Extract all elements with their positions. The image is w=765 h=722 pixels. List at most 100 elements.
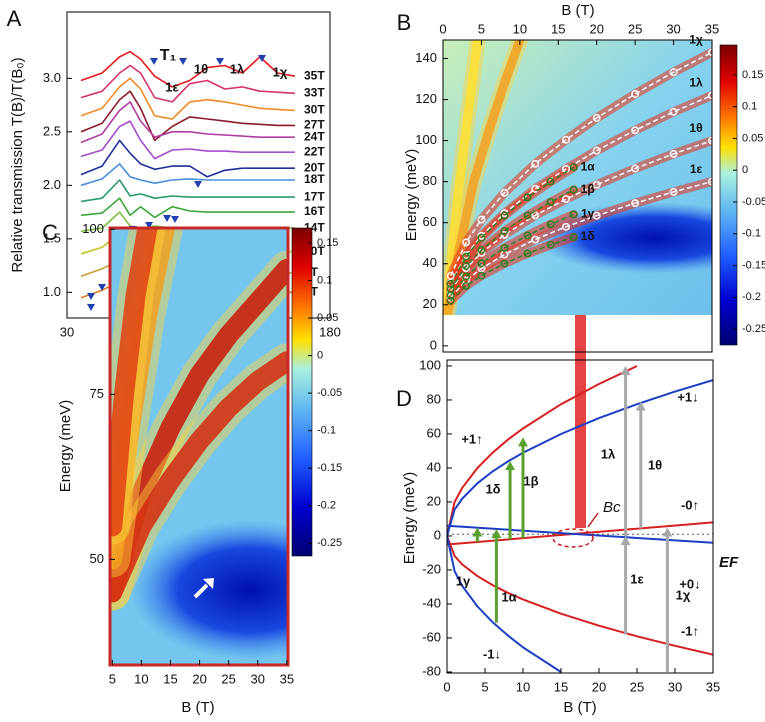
x-tick-label: 35 xyxy=(705,21,719,36)
y-tick-label: 20 xyxy=(427,493,441,508)
spectrum xyxy=(80,77,295,120)
series-label: 1δ xyxy=(581,229,595,243)
y-tick-label: 0 xyxy=(434,527,441,542)
data-point xyxy=(500,259,509,268)
crossing-marker xyxy=(552,528,594,548)
level-label: -0↑ xyxy=(681,497,699,512)
data-point xyxy=(523,231,532,240)
x-tick-label: 20 xyxy=(592,679,606,694)
y-tick-label: 75 xyxy=(90,386,104,401)
colorbar-tick-label: 0.05 xyxy=(742,132,763,144)
colorbar xyxy=(719,44,738,346)
colorbar-tick-label: -0.1 xyxy=(742,228,761,240)
y-tick-label: 0 xyxy=(430,337,437,352)
data-point xyxy=(669,107,678,116)
data-point xyxy=(446,271,455,280)
crossing-pointer xyxy=(587,512,599,528)
y-tick-label: 80 xyxy=(423,173,437,188)
x-tick-label: 15 xyxy=(554,679,568,694)
data-point xyxy=(477,215,486,224)
colorbar-tick-label: 0.1 xyxy=(317,274,332,286)
x-tick-label: 30 xyxy=(251,671,265,686)
y-tick-label: 2.0 xyxy=(43,177,61,192)
colorbar-tick-label: 0 xyxy=(742,164,748,176)
feature-marker xyxy=(258,55,266,62)
feature-marker xyxy=(194,181,202,188)
data-point xyxy=(477,259,486,268)
annotation: 1ε xyxy=(165,79,178,94)
x-tick-label: 35 xyxy=(706,679,720,694)
level-label: +1↓ xyxy=(677,389,698,404)
data-point xyxy=(569,233,578,242)
x-tick-label: 5 xyxy=(109,671,116,686)
x-tick-label: 25 xyxy=(630,679,644,694)
colorbar-tick-label: 0.05 xyxy=(317,312,338,324)
data-point xyxy=(500,243,509,252)
data-point xyxy=(569,163,578,172)
x-tick-label: 30 xyxy=(60,324,74,339)
y-tick-label: 100 xyxy=(419,357,441,372)
data-point xyxy=(462,272,471,281)
legend-label: 22T xyxy=(304,144,325,158)
x-tick-label: 30 xyxy=(666,21,680,36)
arrow-head xyxy=(662,527,673,537)
data-point xyxy=(546,198,555,206)
x-axis-title: B (T) xyxy=(563,699,596,716)
colorbar-tick-label: -0.2 xyxy=(742,291,761,303)
data-point xyxy=(592,180,601,189)
band xyxy=(110,228,158,537)
x-axis-title: B (T) xyxy=(181,699,214,716)
level-label: +1↑ xyxy=(461,431,482,446)
data-point xyxy=(531,184,540,193)
landau-level xyxy=(447,379,713,537)
x-tick-label: 180 xyxy=(319,324,341,339)
panel-label: A xyxy=(7,6,22,31)
colorbar-tick-label: -0.2 xyxy=(317,500,336,512)
fit-line xyxy=(450,51,712,277)
panel-label: D xyxy=(396,386,412,411)
colorbar-tick-label: 0.15 xyxy=(742,69,763,81)
heatmap xyxy=(110,228,288,665)
y-tick-label: 2.5 xyxy=(43,123,61,138)
feature-marker xyxy=(87,293,95,300)
data-point xyxy=(531,235,540,244)
data-point xyxy=(546,240,555,249)
y-tick-label: 20 xyxy=(423,296,437,311)
fit-line xyxy=(450,213,574,296)
colorbar-tick-label: -0.1 xyxy=(317,425,336,437)
colorbar-tick-label: -0.25 xyxy=(317,537,342,549)
y-tick-label: 80 xyxy=(427,391,441,406)
y-tick-label: 60 xyxy=(423,214,437,229)
series-label: 1ε xyxy=(690,162,703,176)
x-tick-label: 0 xyxy=(439,21,446,36)
transition-label: 1ε xyxy=(630,571,643,586)
colorbar xyxy=(291,227,313,557)
transition-label: 1λ xyxy=(601,446,616,461)
fit-line xyxy=(450,236,574,302)
panel-label: B xyxy=(397,10,412,35)
spectrum xyxy=(80,50,296,88)
colorbar-tick-label: -0.15 xyxy=(317,462,342,474)
arrow-head xyxy=(635,401,646,411)
legend-label: 27T xyxy=(304,118,325,132)
y-tick-label: -60 xyxy=(422,629,441,644)
spectrum xyxy=(80,163,295,187)
series-label: 1β xyxy=(581,182,595,196)
band xyxy=(110,351,288,603)
y-axis-title: Energy (meV) xyxy=(401,472,418,565)
arrow-head xyxy=(620,535,631,545)
y-tick-label: 1.0 xyxy=(43,284,61,299)
colorbar-tick-label: -0.05 xyxy=(742,196,765,208)
x-tick-label: 5 xyxy=(478,21,485,36)
arrow-head xyxy=(505,461,516,471)
legend-label: 18T xyxy=(304,172,325,186)
arrow-head xyxy=(491,529,502,539)
x-tick-label: 10 xyxy=(513,21,527,36)
plot-area xyxy=(447,365,713,673)
spectrum xyxy=(80,90,295,142)
y-tick-label: -80 xyxy=(422,663,441,678)
y-tick-label: 60 xyxy=(427,425,441,440)
fit-line xyxy=(450,139,712,292)
plot-frame xyxy=(108,226,290,667)
